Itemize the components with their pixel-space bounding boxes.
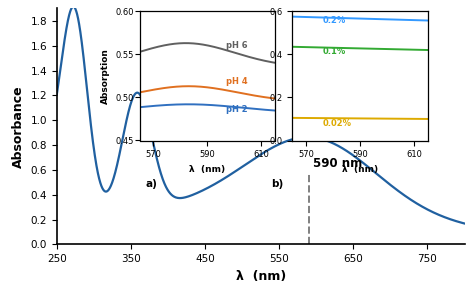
Text: pH 2: pH 2 bbox=[226, 105, 248, 114]
Text: 0.2%: 0.2% bbox=[322, 16, 346, 25]
X-axis label: λ  (nm): λ (nm) bbox=[342, 165, 378, 174]
Y-axis label: Absorbance: Absorbance bbox=[12, 85, 25, 168]
Text: 0.02%: 0.02% bbox=[322, 119, 351, 128]
X-axis label: λ  (nm): λ (nm) bbox=[189, 165, 226, 174]
Text: b): b) bbox=[271, 179, 283, 189]
X-axis label: λ  (nm): λ (nm) bbox=[236, 270, 286, 281]
Text: pH 6: pH 6 bbox=[226, 41, 248, 50]
Text: a): a) bbox=[145, 179, 157, 189]
Text: 590 nm: 590 nm bbox=[312, 157, 362, 171]
Y-axis label: Absorption: Absorption bbox=[100, 48, 109, 104]
Text: 0.1%: 0.1% bbox=[322, 47, 346, 56]
Text: pH 4: pH 4 bbox=[226, 77, 248, 86]
